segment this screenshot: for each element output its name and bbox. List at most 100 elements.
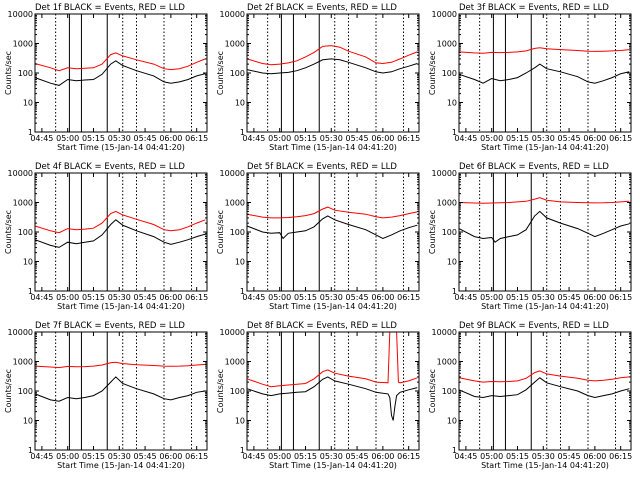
y-axis-label: Counts/sec [428, 210, 437, 254]
chart-panel: Det 7f BLACK = Events, RED = LLD 1 10 100 10… [4, 321, 208, 470]
series-line-lld [458, 370, 630, 383]
plot-frame [458, 13, 632, 133]
x-tick-label: 05:15 [82, 293, 105, 302]
x-tick-label: 06:00 [159, 134, 182, 143]
y-tick-label: 1000 [225, 40, 245, 49]
y-tick-label: 1000 [437, 199, 457, 208]
chart-panel: Det 8f BLACK = Events, RED = LLD 1 10 100 10… [216, 321, 420, 470]
series-line-lld [458, 47, 630, 54]
series-line-lld [458, 197, 630, 204]
x-tick-label: 05:00 [480, 452, 503, 461]
y-tick-label: 1000 [13, 358, 33, 367]
x-tick-label: 06:15 [609, 293, 632, 302]
y-tick-label: 100 [18, 69, 33, 78]
x-tick-label: 05:00 [268, 452, 291, 461]
chart-panel: Det 5f BLACK = Events, RED = LLD 1 10 100 10… [216, 162, 420, 311]
chart-title: Det 8f BLACK = Events, RED = LLD [247, 321, 397, 331]
plot-frame [458, 331, 632, 451]
x-axis-label: Start Time (15-Jan-14 04:41:20) [481, 143, 609, 152]
y-tick-label: 10000 [8, 328, 33, 337]
x-tick-label: 05:45 [134, 293, 157, 302]
x-tick-label: 05:30 [320, 452, 343, 461]
x-tick-label: 06:00 [371, 452, 394, 461]
x-tick-label: 05:15 [506, 134, 529, 143]
x-tick-label: 05:00 [268, 293, 291, 302]
x-tick-label: 05:15 [506, 293, 529, 302]
x-tick-label: 05:30 [532, 293, 555, 302]
y-tick-label: 100 [442, 387, 457, 396]
y-tick-label: 10 [23, 417, 33, 426]
x-tick-label: 06:15 [609, 452, 632, 461]
y-tick-label: 10 [23, 99, 33, 108]
y-axis-label: Counts/sec [4, 369, 13, 413]
x-tick-label: 05:45 [134, 134, 157, 143]
x-axis-label: Start Time (15-Jan-14 04:41:20) [57, 143, 185, 152]
plot-frame [458, 172, 632, 292]
y-tick-label: 1000 [437, 40, 457, 49]
x-tick-label: 05:45 [558, 452, 581, 461]
x-tick-label: 06:00 [371, 134, 394, 143]
y-tick-label: 100 [442, 69, 457, 78]
x-tick-label: 05:15 [294, 452, 317, 461]
y-tick-label: 1 [240, 446, 245, 455]
y-tick-label: 100 [18, 228, 33, 237]
x-tick-label: 04:45 [242, 452, 265, 461]
y-tick-label: 1 [452, 128, 457, 137]
series-line-lld [34, 52, 206, 72]
x-tick-label: 05:15 [294, 134, 317, 143]
chart-title: Det 9f BLACK = Events, RED = LLD [459, 321, 609, 331]
x-tick-label: 06:00 [159, 452, 182, 461]
x-tick-label: 06:00 [583, 452, 606, 461]
x-tick-label: 05:00 [56, 134, 79, 143]
x-tick-label: 04:45 [30, 134, 53, 143]
x-tick-label: 05:45 [346, 293, 369, 302]
x-tick-label: 05:45 [346, 452, 369, 461]
chart-title: Det 3f BLACK = Events, RED = LLD [459, 3, 609, 13]
y-tick-label: 1000 [13, 40, 33, 49]
x-axis-label: Start Time (15-Jan-14 04:41:20) [269, 143, 397, 152]
series-line-events [246, 215, 418, 240]
y-axis-label: Counts/sec [4, 51, 13, 95]
series-line-lld [246, 331, 418, 388]
x-tick-label: 05:00 [56, 293, 79, 302]
x-tick-label: 05:45 [346, 134, 369, 143]
y-tick-label: 100 [230, 228, 245, 237]
x-tick-label: 05:45 [134, 452, 157, 461]
plot-frame [246, 13, 420, 133]
y-tick-label: 10 [23, 258, 33, 267]
series-line-lld [34, 361, 206, 369]
y-axis-label: Counts/sec [428, 369, 437, 413]
y-tick-label: 1 [452, 287, 457, 296]
y-tick-label: 100 [18, 387, 33, 396]
x-tick-label: 05:00 [268, 134, 291, 143]
y-tick-label: 1 [452, 446, 457, 455]
x-tick-label: 06:00 [159, 293, 182, 302]
series-line-events [246, 376, 418, 421]
y-tick-label: 10000 [8, 169, 33, 178]
y-tick-label: 10000 [220, 10, 245, 19]
x-tick-label: 05:15 [506, 452, 529, 461]
series-line-lld [246, 206, 418, 219]
y-tick-label: 1 [240, 287, 245, 296]
y-tick-label: 10 [235, 99, 245, 108]
y-tick-label: 10 [235, 417, 245, 426]
y-tick-label: 100 [230, 387, 245, 396]
x-tick-label: 05:00 [480, 134, 503, 143]
x-tick-label: 04:45 [30, 452, 53, 461]
plot-frame [246, 172, 420, 292]
y-tick-label: 10 [447, 99, 457, 108]
y-axis-label: Counts/sec [4, 210, 13, 254]
series-line-events [458, 63, 630, 84]
x-tick-label: 06:00 [583, 293, 606, 302]
y-tick-label: 10000 [220, 169, 245, 178]
x-tick-label: 05:00 [480, 293, 503, 302]
y-tick-label: 10 [447, 258, 457, 267]
x-tick-label: 05:30 [320, 134, 343, 143]
x-tick-label: 04:45 [454, 134, 477, 143]
series-line-events [246, 58, 418, 75]
x-axis-label: Start Time (15-Jan-14 04:41:20) [481, 302, 609, 311]
y-tick-label: 1 [28, 128, 33, 137]
x-tick-label: 04:45 [30, 293, 53, 302]
y-tick-label: 100 [230, 69, 245, 78]
